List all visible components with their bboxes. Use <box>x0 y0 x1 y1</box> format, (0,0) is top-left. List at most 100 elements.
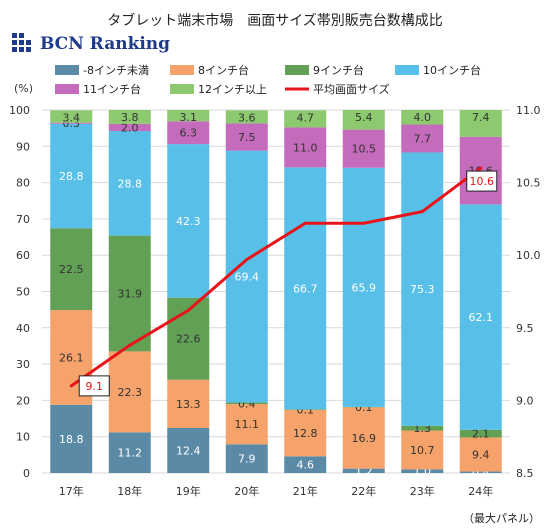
bar-segment <box>401 124 444 153</box>
bar-segment <box>167 379 210 428</box>
bar-segment-label: 12.8 <box>293 427 318 440</box>
footnote: （最大パネル） <box>463 512 540 525</box>
bar-segment <box>459 429 502 438</box>
legend-swatch <box>170 65 194 75</box>
bar-segment <box>401 430 444 470</box>
bar-segment-label: 9.4 <box>472 448 490 461</box>
average-size-point <box>479 166 483 170</box>
bar-segment-label: 3.1 <box>180 111 198 124</box>
bar-segment <box>459 471 502 473</box>
brand-logo: BCN Ranking <box>12 30 170 58</box>
legend-label: -8インチ未満 <box>83 64 149 77</box>
x-tick-label: 17年 <box>59 484 84 498</box>
bar-segment <box>225 402 268 405</box>
y-tick-label: 100 <box>9 104 30 117</box>
bar-segment-label: 22.3 <box>118 386 143 399</box>
line-value-box <box>78 375 110 397</box>
x-tick-label: 18年 <box>117 484 142 498</box>
bar-segment <box>225 444 268 473</box>
bar-segment-label: 12.4 <box>176 444 201 457</box>
bar-segment <box>225 110 268 124</box>
bar-segment <box>459 437 502 472</box>
bar-segment <box>342 110 385 130</box>
bar-segment-label: 7.7 <box>414 132 432 145</box>
bar-segment <box>401 152 444 426</box>
y-tick-label: 40 <box>16 322 30 335</box>
average-size-point <box>362 221 366 225</box>
bar-segment-label: 7.4 <box>472 111 490 124</box>
logo-text: BCN Ranking <box>40 34 171 54</box>
legend-label: 8インチ台 <box>198 63 249 77</box>
bar-segment-label: 16.9 <box>352 432 377 445</box>
x-tick-label: 22年 <box>351 484 376 498</box>
y-tick-label: 20 <box>16 394 30 407</box>
bar-segment <box>225 404 268 445</box>
bar-segment-label: 75.3 <box>410 283 435 296</box>
bar-segment <box>459 204 502 430</box>
bar-segment-label: 7.5 <box>238 131 256 144</box>
y-tick-label: 10 <box>16 431 30 444</box>
bar-segment <box>167 121 210 145</box>
bar-segment <box>225 123 268 151</box>
bar-segment <box>284 167 327 410</box>
average-size-line <box>70 166 482 388</box>
bar-segment-label: 69.4 <box>235 271 260 284</box>
legend-swatch <box>170 84 194 94</box>
bar-segment-label: 3.4 <box>63 111 81 124</box>
bar-segment <box>284 127 327 168</box>
bar-segment-label: 22.6 <box>176 333 201 346</box>
bar-segment <box>50 123 93 229</box>
y-tick-label: 60 <box>16 249 30 262</box>
bar-segment <box>284 456 327 473</box>
legend-label: 9インチ台 <box>313 63 364 77</box>
legend-label: 平均画面サイズ <box>313 82 390 96</box>
bar-segment-label: 11.2 <box>118 447 143 460</box>
y2-tick-label: 9.5 <box>516 322 534 335</box>
bar-segment <box>459 110 502 137</box>
bar-segment-label: 62.1 <box>469 311 494 324</box>
bar-segment <box>401 425 444 431</box>
average-size-point <box>128 343 132 347</box>
bar-segment <box>108 432 151 473</box>
y-tick-label: 50 <box>16 286 30 299</box>
bar-segment <box>108 131 151 236</box>
y-tick-label: 90 <box>16 140 30 153</box>
y-tick-label: 70 <box>16 213 30 226</box>
average-size-point <box>245 258 249 262</box>
y-tick-label: 0 <box>23 467 30 480</box>
line-value-label: 10.6 <box>470 175 495 188</box>
bar-segment <box>401 110 444 125</box>
bar-segment <box>167 427 210 473</box>
bar-segment <box>108 110 151 124</box>
bar-segment <box>167 144 210 298</box>
legend-swatch <box>55 65 79 75</box>
bar-segment-label: 10.7 <box>410 444 435 457</box>
bar-segment <box>50 404 93 473</box>
bar-segment <box>108 123 151 132</box>
bar-segment <box>342 407 385 469</box>
bar-segment-label: 2.0 <box>121 121 139 134</box>
bar-segment-label: 3.8 <box>121 111 139 124</box>
bar-segment-label: 11.1 <box>235 418 260 431</box>
bar-segment-label: 4.6 <box>297 459 315 472</box>
bar-segment-label: 2.1 <box>472 428 490 441</box>
bar-segment <box>342 468 385 473</box>
legend-swatch <box>285 65 309 75</box>
bar-segment-label: 3.6 <box>238 111 256 124</box>
bar-segment <box>342 167 385 407</box>
bar-segment-label: 65.9 <box>352 281 377 294</box>
y-tick-label: 80 <box>16 177 30 190</box>
legend-swatch <box>55 84 79 94</box>
y2-tick-label: 11.0 <box>516 104 541 117</box>
y2-tick-label: 10.5 <box>516 177 541 190</box>
x-tick-label: 23年 <box>410 484 435 498</box>
bar-segment <box>108 235 151 352</box>
chart-title: タブレット端末市場 画面サイズ帯別販売台数構成比 <box>107 13 443 29</box>
line-value-label: 9.1 <box>86 380 104 393</box>
bar-segment-label: 10.5 <box>352 143 377 156</box>
bcn-logo-icon <box>12 33 31 52</box>
bar-segment-label: 22.5 <box>59 263 84 276</box>
bar-segment-label: 4.7 <box>297 111 315 124</box>
